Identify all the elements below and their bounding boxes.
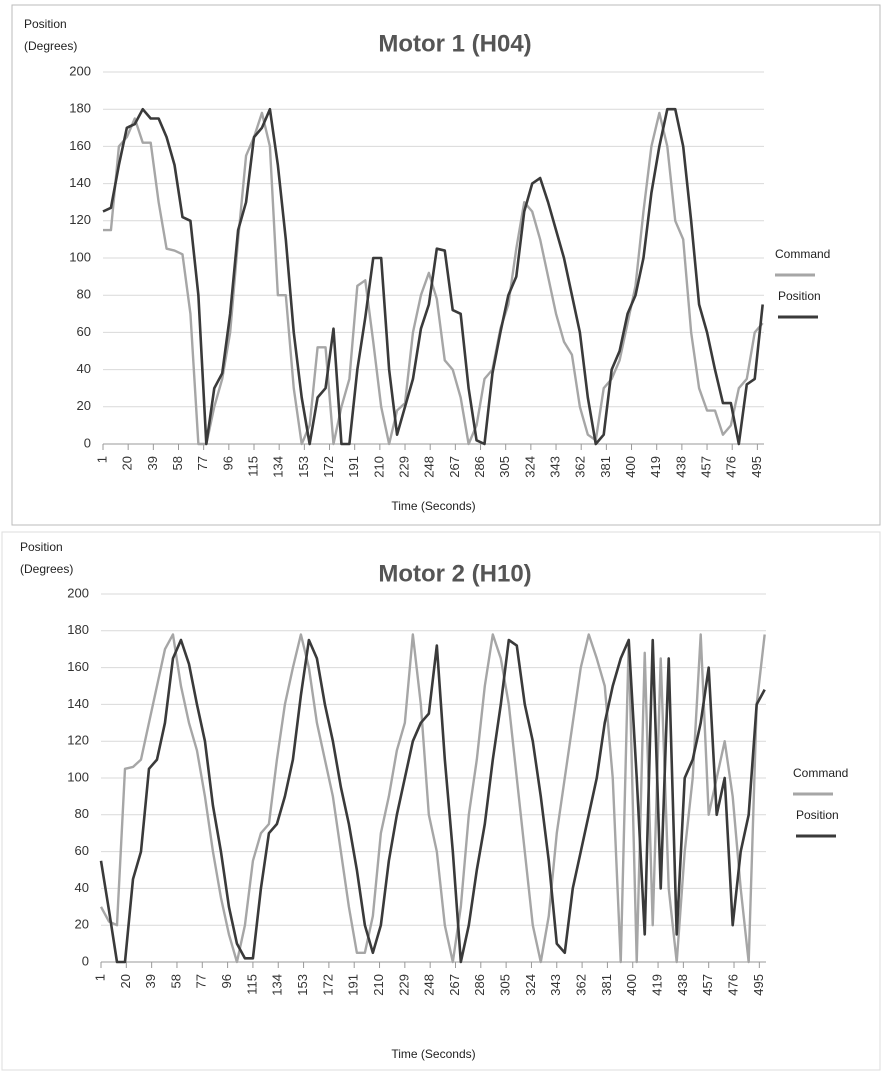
data-line [99,638,766,964]
x-axis-label: Time (Seconds) [391,499,475,513]
y-axis-label: Position [20,540,63,554]
data-line [99,633,766,964]
x-tick-label: 495 [749,456,764,478]
y-tick-label: 160 [69,138,91,153]
x-tick-label: 229 [396,974,411,996]
legend-label: Command [793,766,848,780]
y-tick-label: 100 [69,249,91,264]
x-tick-label: 286 [472,456,487,478]
x-tick-label: 58 [170,456,185,470]
x-tick-label: 229 [396,456,411,478]
y-tick-label: 20 [75,917,89,932]
x-tick-label: 267 [447,974,462,996]
y-tick-label: 140 [67,696,89,711]
y-tick-label: 0 [84,435,91,450]
legend-label: Position [796,808,839,822]
x-tick-label: 419 [648,456,663,478]
x-tick-label: 191 [346,974,361,996]
y-tick-label: 40 [75,880,89,895]
y-tick-label: 180 [67,622,89,637]
data-line [103,111,764,446]
panel-border [11,4,881,526]
y-axis-label: Position [24,17,67,31]
x-tick-label: 305 [498,974,513,996]
x-tick-label: 39 [143,974,158,988]
y-tick-label: 160 [67,659,89,674]
y-tick-label: 140 [69,175,91,190]
y-tick-label: 40 [77,361,91,376]
y-tick-label: 80 [77,287,91,302]
x-tick-label: 210 [371,974,386,996]
data-line [102,107,764,446]
x-tick-label: 248 [422,974,437,996]
x-tick-label: 77 [195,456,210,470]
y-tick-label: 80 [75,806,89,821]
x-tick-label: 324 [522,456,537,478]
y-tick-label: 0 [82,953,89,968]
x-tick-label: 495 [751,974,766,996]
x-tick-label: 457 [698,456,713,478]
y-tick-label: 60 [77,324,91,339]
x-tick-label: 172 [321,456,336,478]
x-tick-label: 96 [219,974,234,988]
x-tick-label: 248 [422,456,437,478]
x-tick-label: 210 [371,456,386,478]
x-tick-label: 20 [120,456,135,470]
y-tick-label: 120 [67,733,89,748]
x-tick-label: 172 [320,974,335,996]
x-tick-label: 438 [675,974,690,996]
y-tick-label: 200 [69,63,91,78]
y-tick-label: 200 [67,585,89,600]
x-tick-label: 1 [92,974,107,981]
chart-title: Motor 1 (H04) [378,30,531,57]
x-tick-label: 267 [447,456,462,478]
y-tick-label: 20 [77,398,91,413]
x-tick-label: 115 [244,974,259,995]
x-axis-label: Time (Seconds) [391,1047,475,1061]
x-tick-label: 438 [673,456,688,478]
x-tick-label: 419 [649,974,664,996]
x-tick-label: 134 [270,974,285,996]
x-tick-label: 343 [548,974,563,996]
x-tick-label: 153 [295,974,310,996]
x-tick-label: 324 [523,974,538,996]
legend-label: Command [775,247,830,261]
y-axis-label: (Degrees) [20,562,73,576]
x-tick-label: 58 [168,974,183,988]
x-tick-label: 457 [700,974,715,996]
x-tick-label: 476 [725,974,740,996]
x-tick-label: 400 [623,456,638,478]
x-tick-label: 381 [598,456,613,478]
y-tick-label: 120 [69,212,91,227]
x-tick-label: 476 [724,456,739,478]
y-tick-label: 180 [69,101,91,116]
x-tick-label: 153 [296,456,311,478]
y-axis-label: (Degrees) [24,39,77,53]
legend-label: Position [778,289,821,303]
x-tick-label: 115 [245,456,260,477]
x-tick-label: 343 [547,456,562,478]
x-tick-label: 191 [346,456,361,478]
x-tick-label: 362 [574,974,589,996]
x-tick-label: 286 [472,974,487,996]
y-tick-label: 60 [75,843,89,858]
x-tick-label: 381 [599,974,614,996]
x-tick-label: 134 [271,456,286,478]
x-tick-label: 305 [497,456,512,478]
x-tick-label: 362 [573,456,588,478]
x-tick-label: 1 [94,456,109,463]
panel-border [1,531,881,1071]
x-tick-label: 39 [145,456,160,470]
x-tick-label: 96 [220,456,235,470]
x-tick-label: 20 [118,974,133,988]
x-tick-label: 77 [194,974,209,988]
chart-title: Motor 2 (H10) [378,560,531,587]
y-tick-label: 100 [67,769,89,784]
x-tick-label: 400 [624,974,639,996]
